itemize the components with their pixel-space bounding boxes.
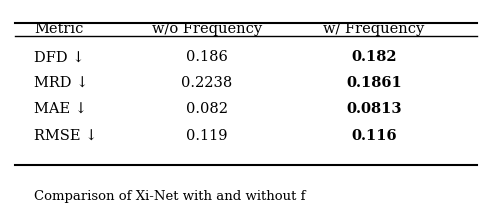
Text: 0.0813: 0.0813 [346, 102, 401, 116]
Text: 0.082: 0.082 [185, 102, 228, 116]
Text: MRD ↓: MRD ↓ [34, 76, 89, 90]
Text: Comparison of Xi-Net with and without f: Comparison of Xi-Net with and without f [34, 190, 306, 203]
Text: 0.119: 0.119 [186, 129, 227, 143]
Text: w/ Frequency: w/ Frequency [323, 22, 425, 36]
Text: 0.186: 0.186 [185, 50, 228, 64]
Text: 0.182: 0.182 [351, 50, 397, 64]
Text: 0.116: 0.116 [351, 129, 397, 143]
Text: Metric: Metric [34, 22, 84, 36]
Text: MAE ↓: MAE ↓ [34, 102, 88, 116]
Text: RMSE ↓: RMSE ↓ [34, 129, 98, 143]
Text: 0.2238: 0.2238 [181, 76, 232, 90]
Text: 0.1861: 0.1861 [346, 76, 402, 90]
Text: DFD ↓: DFD ↓ [34, 50, 85, 64]
Text: w/o Frequency: w/o Frequency [152, 22, 262, 36]
